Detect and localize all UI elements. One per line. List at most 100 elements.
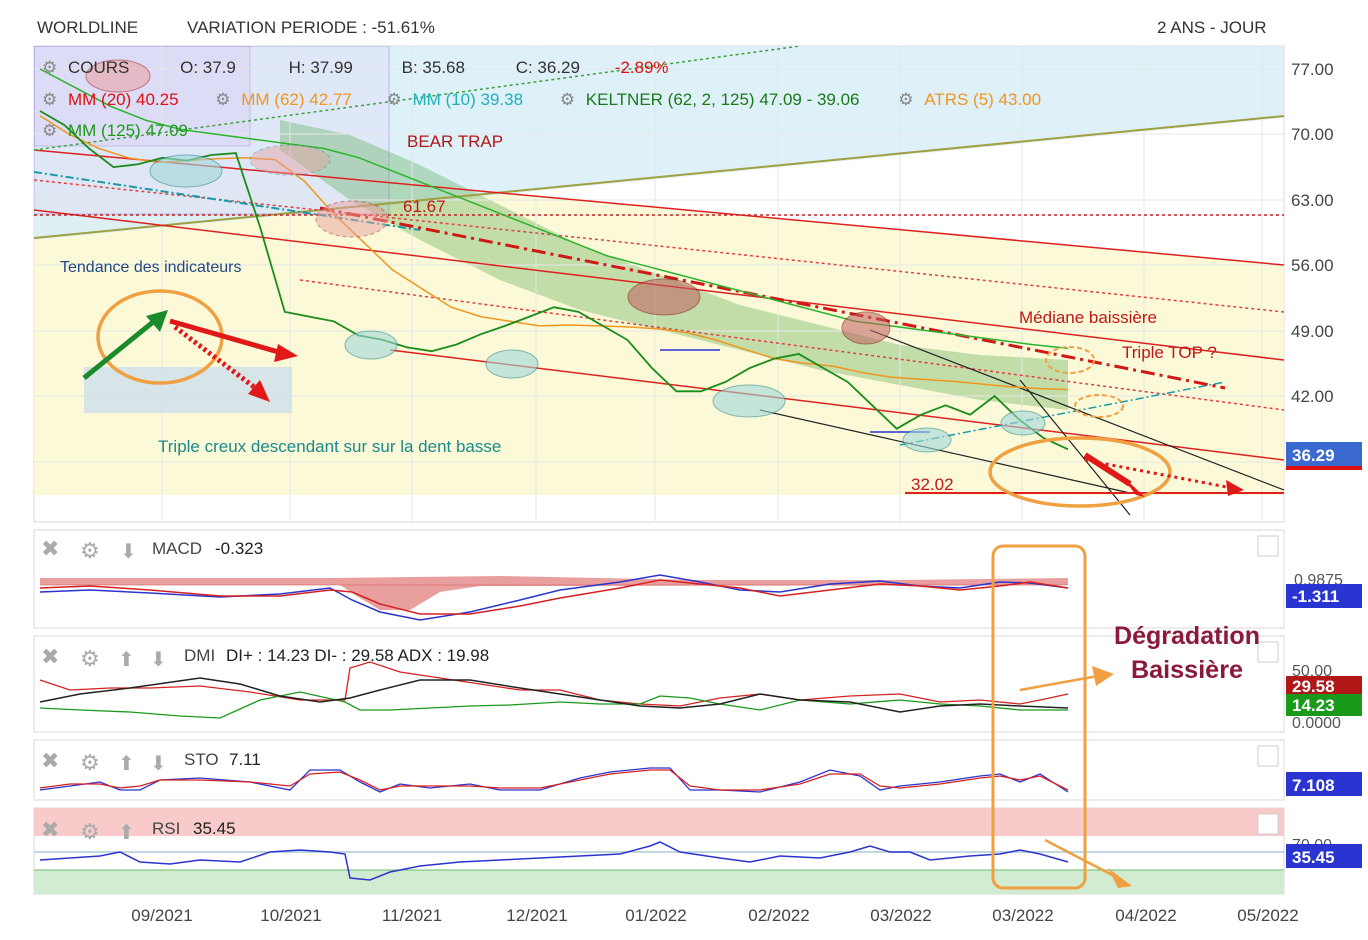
legend-mm62: MM (62) 42.77 [241,90,352,109]
triple-top-label: Triple TOP ? [1122,343,1217,362]
upper-fan-fill [34,46,1284,240]
gear-icon[interactable]: ⚙ [42,58,58,77]
x-tick: 10/2021 [260,906,321,925]
arrow-up-icon: ⬆ [118,753,135,775]
degradation-arrow-1 [1019,674,1099,692]
dmi-name: DMI [184,646,215,665]
top-ellipse [841,311,891,345]
legend-row-3: ⚙ MM (125) 47.09 [42,121,188,141]
top-ellipse [315,200,389,238]
macd-histogram [40,576,1068,610]
legend-row-1: ⚙ COURS O: 37.9 H: 37.99 B: 35.68 C: 36.… [42,58,669,78]
rsi-badge-bg [1286,844,1362,868]
top-ellipse [85,59,151,93]
close-icon: ✖ [41,748,59,773]
legend-keltner: KELTNER (62, 2, 125) 47.09 - 39.06 [585,90,860,109]
projection-arrow-head [1120,474,1145,497]
x-tick: 11/2021 [382,906,442,925]
dmi-axis-top: 50.00 [1292,663,1332,680]
degradation-arrow-head-1 [1092,666,1114,686]
gear-icon[interactable]: ⚙ [386,90,402,109]
gear-icon[interactable]: ⚙ [42,121,58,140]
gear-icon: ⚙ [80,819,100,844]
gear-icon[interactable]: ⚙ [898,90,914,109]
olive-trendline [34,115,1284,239]
low-ellipse [712,384,786,418]
mediane-baissiere [319,206,1226,390]
close-icon: ✖ [41,644,59,669]
price-tick: 63.00 [1291,191,1334,210]
green-arrow-head [146,310,168,332]
gear-icon: ⚙ [80,750,100,775]
macd-value: -0.323 [215,539,263,558]
period-label[interactable]: 2 ANS - JOUR [1157,18,1267,37]
price-tick: 70.00 [1291,125,1334,144]
last-price-badge-bg [1286,442,1362,466]
gear-icon[interactable]: ⚙ [559,90,576,109]
adx-line [39,677,1069,713]
price-tick: 56.00 [1291,256,1334,275]
degradation-label-2: Baissière [1131,656,1243,684]
keltner-band [280,120,1068,410]
legend-atrs: ATRS (5) 43.00 [924,90,1042,109]
rsi-toolbar: ✖ ⚙ ⬆ [41,817,135,844]
mm125-line [39,68,1069,350]
degradation-arrow-2 [1044,838,1119,880]
low-ellipse [485,349,539,379]
rsi-oversold-zone [34,870,1284,894]
last-price-badge-stripe [1286,466,1362,470]
legend-cours: COURS [67,58,130,77]
projection-arrow [1083,452,1132,487]
legend-mm10: MM (10) 39.38 [412,90,524,109]
variation-periode: VARIATION PERIODE : -51.61% [187,18,435,37]
gear-icon: ⚙ [80,646,100,671]
sto-value: 7.11 [229,750,261,769]
black-wedge-bottom [759,409,1131,494]
macd-toolbar: ✖ ⚙ ⬇ [41,536,137,563]
x-tick: 04/2022 [1115,906,1176,925]
arrow-down-icon: ⬇ [150,753,167,775]
legend-high: H: 37.99 [288,58,353,77]
red-down-arrow [169,318,283,356]
sto-d-line [39,769,1069,791]
degradation-box [991,544,1087,890]
legend-low: B: 35.68 [401,58,465,77]
price-tick: 42.00 [1291,387,1334,406]
arrow-up-icon: ⬆ [118,649,135,671]
rsi-checkbox [1257,813,1279,835]
degradation-label-1: Dégradation [1114,622,1260,650]
highlight-ellipses [85,59,1172,508]
sto-badge-bg [1286,772,1362,796]
red-channel-top [34,149,1284,266]
dmi-axis-bottom: 0.0000 [1292,715,1341,732]
green-up-arrow [82,316,160,380]
dmi-minus-line [39,661,1069,707]
x-tick: 09/2021 [131,906,192,925]
gear-icon[interactable]: ⚙ [42,90,58,109]
price-line [39,110,1069,451]
gear-icon[interactable]: ⚙ [215,90,231,109]
dmi-badge-red: 29.58 [1292,677,1335,696]
legend-change: -2.89% [614,58,669,77]
x-tick: 02/2022 [748,906,809,925]
dmi-badge-red-bg [1286,676,1362,696]
rsi-value: 35.45 [193,819,236,838]
legend-open: O: 37.9 [180,58,236,77]
dmi-badge-green: 14.23 [1292,696,1335,715]
price-tick: 77.00 [1291,60,1334,79]
macd-badge: -1.311 [1292,587,1339,606]
red-dotted-arrow-head [248,380,270,402]
red-channel-low [389,349,1284,461]
dmi-checkbox [1257,641,1279,663]
breakdown-ellipse [988,436,1172,508]
red-dotted-arrow [173,325,260,392]
level-3202-label: 32.02 [911,475,954,494]
grid [34,46,1284,522]
macd-checkbox [1257,535,1279,557]
price-tick: 49.00 [1291,322,1334,341]
green-dotted-fan [34,46,801,151]
legend-close: C: 36.29 [515,58,580,77]
rsi-line [39,841,1069,881]
level-6167-label: 61.67 [403,197,446,216]
sto-name: STO [184,750,219,769]
